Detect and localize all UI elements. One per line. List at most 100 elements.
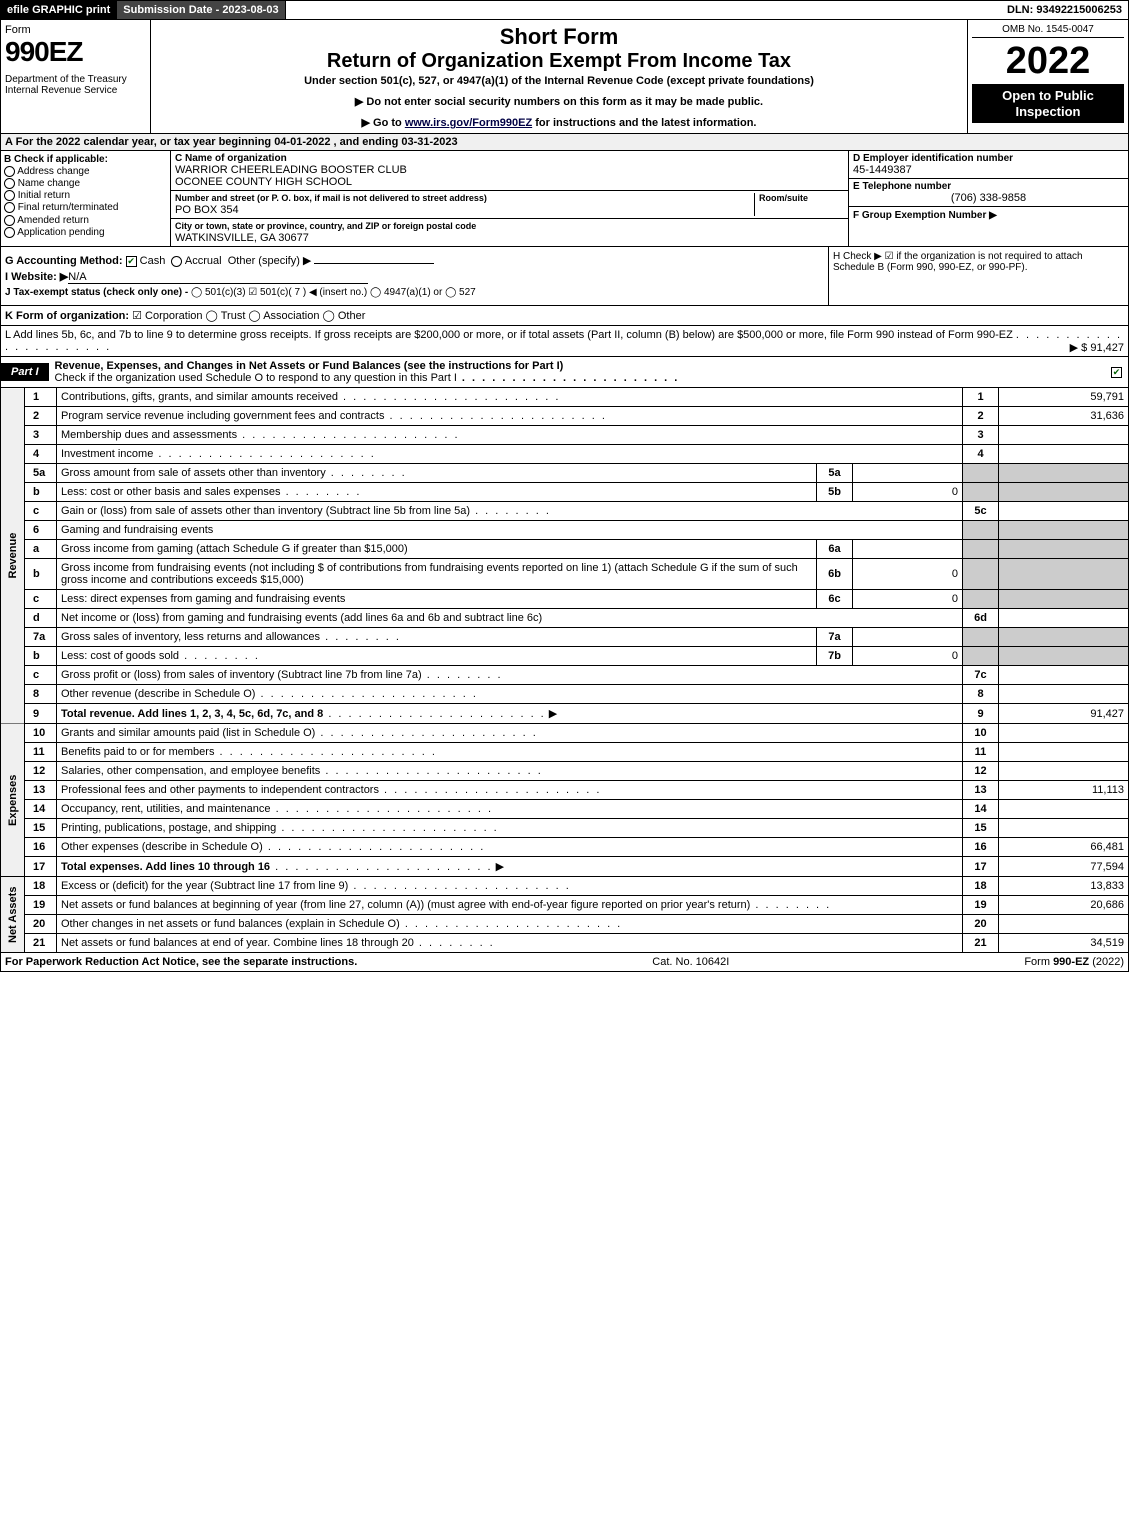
G-accrual-check (171, 256, 182, 267)
K-options: ☑ Corporation ◯ Trust ◯ Association ◯ Ot… (132, 310, 365, 322)
line-6b-desc: Gross income from fundraising events (no… (57, 559, 817, 590)
table-row: 8 Other revenue (describe in Schedule O)… (1, 685, 1129, 704)
I-value: N/A (68, 271, 86, 283)
line-8-desc: Other revenue (describe in Schedule O) (57, 685, 963, 704)
B-amended-return: Amended return (4, 215, 167, 226)
E-tel-row: E Telephone number (706) 338-9858 (849, 179, 1128, 207)
table-row: b Less: cost or other basis and sales ex… (1, 483, 1129, 502)
short-form-label: Short Form (155, 24, 963, 50)
table-row: c Gain or (loss) from sale of assets oth… (1, 502, 1129, 521)
B-address-change: Address change (4, 166, 167, 177)
form-meta-block: OMB No. 1545-0047 2022 Open to Public In… (968, 20, 1128, 133)
footer-left: For Paperwork Reduction Act Notice, see … (5, 956, 357, 968)
line-2-value: 31,636 (999, 407, 1129, 426)
B-name-change: Name change (4, 178, 167, 189)
section-B: B Check if applicable: Address change Na… (1, 151, 171, 246)
part1-subtitle: Check if the organization used Schedule … (55, 372, 457, 384)
line-7a-desc: Gross sales of inventory, less returns a… (57, 628, 817, 647)
line-21-desc: Net assets or fund balances at end of ye… (57, 934, 963, 953)
line-10-desc: Grants and similar amounts paid (list in… (57, 724, 963, 743)
C-addr-row: Number and street (or P. O. box, if mail… (171, 191, 848, 219)
G-cash-check (126, 256, 137, 267)
line-12-value (999, 762, 1129, 781)
line-6b-mid: 0 (853, 559, 963, 590)
C-room-label: Room/suite (759, 193, 808, 203)
form-header: Form 990EZ Department of the Treasury In… (0, 20, 1129, 134)
line-5a-mid (853, 464, 963, 483)
line-11-desc: Benefits paid to or for members (57, 743, 963, 762)
D-value: 45-1449387 (853, 164, 912, 176)
line-A: A For the 2022 calendar year, or tax yea… (0, 134, 1129, 151)
line-7a-mid (853, 628, 963, 647)
C-addr-label: Number and street (or P. O. box, if mail… (175, 193, 487, 203)
table-row: d Net income or (loss) from gaming and f… (1, 609, 1129, 628)
line-9-value: 91,427 (999, 704, 1129, 724)
line-12-desc: Salaries, other compensation, and employ… (57, 762, 963, 781)
part1-tag: Part I (1, 363, 49, 381)
line-G: G Accounting Method: Cash Accrual Other … (5, 254, 824, 267)
department-label: Department of the Treasury Internal Reve… (5, 74, 146, 96)
table-row: 14 Occupancy, rent, utilities, and maint… (1, 800, 1129, 819)
line-19-value: 20,686 (999, 896, 1129, 915)
B-application-pending: Application pending (4, 227, 167, 238)
netassets-side-label: Net Assets (1, 877, 25, 953)
expenses-side-label: Expenses (1, 724, 25, 877)
efile-label: efile GRAPHIC print (1, 1, 117, 19)
table-row: 3 Membership dues and assessments 3 (1, 426, 1129, 445)
line-15-value (999, 819, 1129, 838)
line-21-value: 34,519 (999, 934, 1129, 953)
B-initial-return: Initial return (4, 190, 167, 201)
table-row: 17 Total expenses. Add lines 10 through … (1, 857, 1129, 877)
table-row: Revenue 1 Contributions, gifts, grants, … (1, 388, 1129, 407)
goto-post: for instructions and the latest informat… (532, 117, 756, 129)
spacer (286, 7, 1001, 13)
line-14-desc: Occupancy, rent, utilities, and maintena… (57, 800, 963, 819)
revenue-side-label: Revenue (1, 388, 25, 724)
line-6a-desc: Gross income from gaming (attach Schedul… (57, 540, 817, 559)
table-row: 2 Program service revenue including gove… (1, 407, 1129, 426)
line-I: I Website: ▶N/A (5, 270, 824, 284)
goto-link-line: ▶ Go to www.irs.gov/Form990EZ for instru… (155, 116, 963, 129)
part1-table: Revenue 1 Contributions, gifts, grants, … (0, 388, 1129, 953)
H-text: H Check ▶ ☑ if the organization is not r… (833, 251, 1083, 273)
table-row: 7a Gross sales of inventory, less return… (1, 628, 1129, 647)
table-row: 13 Professional fees and other payments … (1, 781, 1129, 800)
line-L: L Add lines 5b, 6c, and 7b to line 9 to … (0, 326, 1129, 357)
line-J: J Tax-exempt status (check only one) - ◯… (5, 287, 824, 298)
tax-year: 2022 (972, 42, 1124, 80)
line-5c-value (999, 502, 1129, 521)
table-row: b Less: cost of goods sold 7b 0 (1, 647, 1129, 666)
line-5b-mid: 0 (853, 483, 963, 502)
form-subtitle: Under section 501(c), 527, or 4947(a)(1)… (155, 75, 963, 87)
table-row: 11 Benefits paid to or for members 11 (1, 743, 1129, 762)
line-7b-mid: 0 (853, 647, 963, 666)
line-2-desc: Program service revenue including govern… (57, 407, 963, 426)
line-6c-desc: Less: direct expenses from gaming and fu… (57, 590, 817, 609)
line-H: H Check ▶ ☑ if the organization is not r… (828, 247, 1128, 305)
table-row: 21 Net assets or fund balances at end of… (1, 934, 1129, 953)
line-13-value: 11,113 (999, 781, 1129, 800)
footer-right: Form Form 990-EZ (2022)990-EZ (2022) (1024, 956, 1124, 968)
E-value: (706) 338-9858 (951, 192, 1026, 204)
omb-number: OMB No. 1545-0047 (972, 24, 1124, 38)
E-label: E Telephone number (853, 181, 951, 192)
L-text: L Add lines 5b, 6c, and 7b to line 9 to … (5, 329, 1013, 341)
line-11-value (999, 743, 1129, 762)
form-title: Return of Organization Exempt From Incom… (155, 50, 963, 73)
line-20-value (999, 915, 1129, 934)
line-K: K Form of organization: ☑ Corporation ◯ … (0, 306, 1129, 326)
dln-label: DLN: 93492215006253 (1001, 1, 1128, 19)
B-final-return: Final return/terminated (4, 202, 167, 213)
line-9-desc: Total revenue. Add lines 1, 2, 3, 4, 5c,… (57, 704, 963, 724)
part1-title: Revenue, Expenses, and Changes in Net As… (49, 357, 1105, 387)
line-17-desc: Total expenses. Add lines 10 through 16 … (57, 857, 963, 877)
line-15-desc: Printing, publications, postage, and shi… (57, 819, 963, 838)
part1-header: Part I Revenue, Expenses, and Changes in… (0, 357, 1129, 388)
line-18-desc: Excess or (deficit) for the year (Subtra… (57, 877, 963, 896)
form-id-block: Form 990EZ Department of the Treasury In… (1, 20, 151, 133)
table-row: 5a Gross amount from sale of assets othe… (1, 464, 1129, 483)
table-row: 20 Other changes in net assets or fund b… (1, 915, 1129, 934)
C-city-label: City or town, state or province, country… (175, 221, 476, 231)
irs-link[interactable]: www.irs.gov/Form990EZ (405, 117, 532, 129)
table-row: Expenses 10 Grants and similar amounts p… (1, 724, 1129, 743)
